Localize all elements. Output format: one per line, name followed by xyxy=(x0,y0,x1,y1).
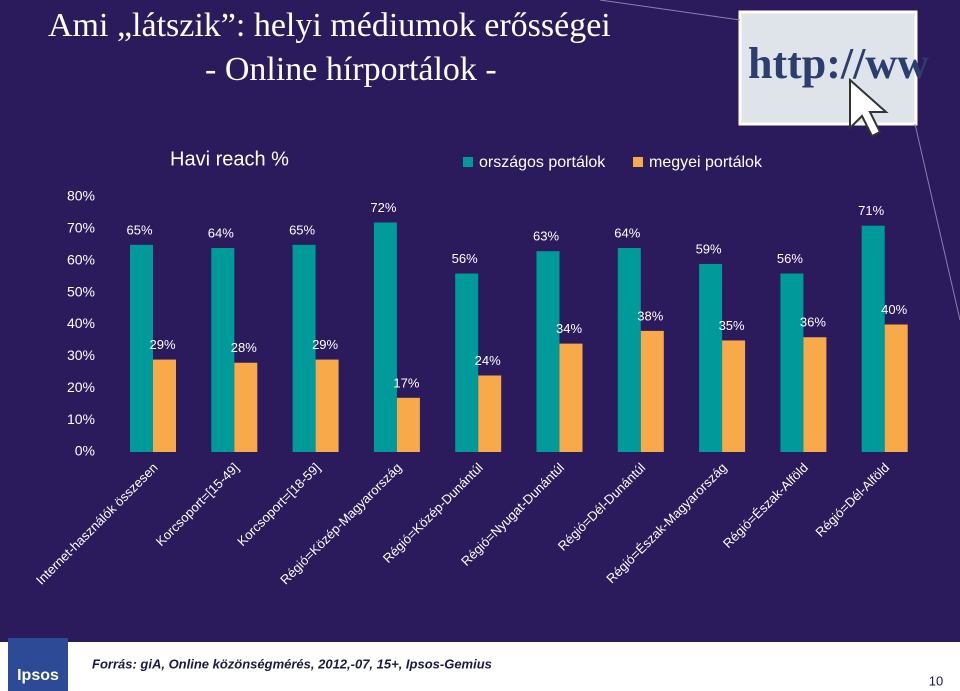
y-tick-label: 30% xyxy=(67,347,95,363)
page-number: 10 xyxy=(929,673,943,688)
title: Ami „látszik”: helyi médiumok erősségei xyxy=(48,7,611,44)
footer-bar xyxy=(0,642,960,691)
svg-text:http://ww: http://ww xyxy=(748,39,929,88)
logo xyxy=(8,638,68,691)
bar xyxy=(396,397,420,452)
y-tick-label: 50% xyxy=(67,283,95,299)
decor-line xyxy=(914,123,960,321)
value-label: 64% xyxy=(614,225,640,240)
chart-title: Havi reach % xyxy=(170,148,289,170)
value-label: 71% xyxy=(858,203,884,218)
value-label: 38% xyxy=(637,308,663,323)
bar xyxy=(211,248,235,452)
bar xyxy=(315,359,339,452)
y-tick-label: 60% xyxy=(67,251,95,267)
value-label: 29% xyxy=(149,337,175,352)
y-tick-label: 10% xyxy=(67,411,95,427)
legend-label: országos portálok xyxy=(479,154,606,171)
legend-swatch xyxy=(463,157,473,167)
value-label: 72% xyxy=(370,200,396,215)
logo-text: Ipsos xyxy=(17,667,59,684)
value-label: 65% xyxy=(126,222,152,237)
http-image: http://ww xyxy=(738,10,929,138)
value-label: 64% xyxy=(208,225,234,240)
value-label: 24% xyxy=(475,353,501,368)
legend-swatch xyxy=(633,157,643,167)
bar xyxy=(536,251,560,452)
value-label: 17% xyxy=(393,375,419,390)
bar xyxy=(722,340,746,452)
value-label: 63% xyxy=(533,229,559,244)
bar xyxy=(130,244,153,452)
bar xyxy=(559,343,583,452)
bar xyxy=(884,324,908,452)
y-tick-label: 80% xyxy=(67,188,95,204)
source: Forrás: giA, Online közönségmérés, 2012,… xyxy=(92,656,492,671)
value-label: 65% xyxy=(289,222,315,237)
y-tick-label: 0% xyxy=(75,443,95,459)
decor-line xyxy=(599,0,741,21)
bar xyxy=(617,248,641,452)
value-label: 29% xyxy=(312,337,338,352)
bar xyxy=(234,362,258,452)
y-tick-label: 70% xyxy=(67,220,95,236)
value-label: 56% xyxy=(777,251,803,266)
title: - Online hírportálok - xyxy=(205,51,497,88)
value-label: 40% xyxy=(881,302,907,317)
bar xyxy=(373,222,397,452)
value-label: 28% xyxy=(231,340,257,355)
y-tick-label: 40% xyxy=(67,315,95,331)
value-label: 56% xyxy=(452,251,478,266)
value-label: 59% xyxy=(696,241,722,256)
bar xyxy=(292,244,316,452)
bar xyxy=(861,225,885,452)
value-label: 36% xyxy=(800,315,826,330)
bar xyxy=(803,337,827,452)
bar xyxy=(455,273,479,452)
bar xyxy=(640,330,664,452)
bar xyxy=(478,375,502,452)
value-label: 35% xyxy=(719,318,745,333)
bar xyxy=(780,273,804,452)
bar xyxy=(699,263,723,452)
bar xyxy=(153,359,176,452)
y-tick-label: 20% xyxy=(67,379,95,395)
value-label: 34% xyxy=(556,321,582,336)
legend-label: megyei portálok xyxy=(649,154,763,171)
